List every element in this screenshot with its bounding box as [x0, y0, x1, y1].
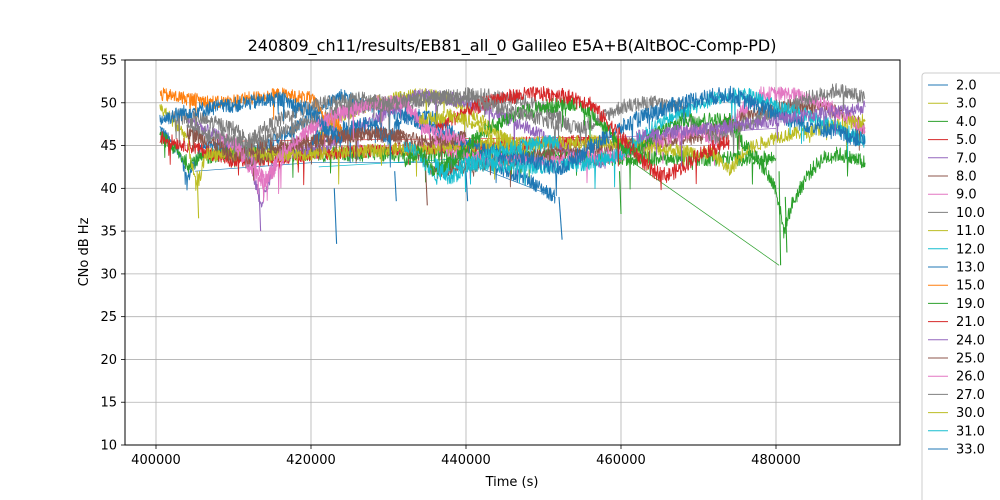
x-axis-ticks: 400000 420000 440000 460000 480000 [131, 445, 801, 468]
x-tick-label: 420000 [286, 453, 336, 468]
series-line-27.0 [171, 90, 560, 169]
x-tick-label: 440000 [441, 453, 491, 468]
legend-label: 9.0 [956, 188, 977, 203]
legend-box [921, 72, 1000, 500]
series-dropout [784, 196, 788, 253]
legend-items: 2.0 3.0 4.0 5.0 7.0 8.0 9.0 10.0 11.0 12.0 13.0 15.… [928, 79, 985, 458]
x-axis-label: Time (s) [485, 475, 539, 490]
legend-label: 8.0 [956, 170, 977, 185]
x-tick-label: 480000 [751, 453, 801, 468]
series-line-21.0 [434, 86, 730, 191]
series-line-19.0 [403, 96, 866, 239]
legend-label: 33.0 [956, 443, 985, 458]
series-dropout [558, 196, 563, 240]
series-dropout [394, 171, 397, 202]
series-line-31.0 [434, 135, 560, 193]
legend-label: 25.0 [956, 352, 985, 367]
y-tick-label: 10 [100, 439, 117, 454]
legend-label: 7.0 [956, 151, 977, 166]
series-connector [620, 153, 780, 266]
legend-label: 15.0 [956, 279, 985, 294]
series-line-30.0 [419, 108, 513, 159]
legend-label: 10.0 [956, 206, 985, 221]
legend-label: 30.0 [956, 406, 985, 421]
legend-label: 26.0 [956, 370, 985, 385]
plot-frame [124, 59, 901, 446]
series-line-24.0 [636, 100, 866, 167]
y-tick-label: 55 [100, 54, 117, 69]
y-tick-label: 25 [100, 310, 117, 325]
series-dropout [333, 188, 338, 244]
series-line-12.0 [403, 87, 866, 189]
series-dropout [778, 171, 782, 266]
series-line-10.0 [186, 83, 866, 165]
legend-label: 19.0 [956, 297, 985, 312]
series-dropout [618, 171, 622, 215]
y-tick-label: 50 [100, 96, 117, 111]
y-tick-label: 30 [100, 267, 117, 282]
legend-label: 27.0 [956, 388, 985, 403]
x-tick-label: 400000 [131, 453, 181, 468]
legend-label: 21.0 [956, 315, 985, 330]
x-tick-label: 460000 [596, 453, 646, 468]
series-dropout [258, 188, 262, 232]
legend-label: 3.0 [956, 97, 977, 112]
legend-label: 31.0 [956, 424, 985, 439]
series-line-33.0 [159, 91, 343, 148]
y-tick-label: 45 [100, 139, 117, 154]
legend-label: 24.0 [956, 333, 985, 348]
series-dropout [425, 171, 428, 206]
y-axis-label: CNo dB Hz [77, 217, 92, 286]
series-dropout [196, 171, 200, 219]
y-tick-label: 35 [100, 225, 117, 240]
plot-series [159, 83, 866, 266]
legend-label: 12.0 [956, 242, 985, 257]
legend-label: 11.0 [956, 224, 985, 239]
series-line-25.0 [186, 126, 467, 164]
legend-label: 13.0 [956, 261, 985, 276]
series-dropout [465, 171, 469, 202]
chart-title: 240809_ch11/results/EB81_all_0 Galileo E… [248, 36, 777, 56]
legend-label: 2.0 [956, 79, 977, 94]
series-line-13.0 [310, 85, 866, 197]
legend-label: 5.0 [956, 133, 977, 148]
legend: 2.0 3.0 4.0 5.0 7.0 8.0 9.0 10.0 11.0 12.0 13.0 15.… [921, 72, 1000, 500]
y-axis-ticks: 10 15 20 25 30 35 40 45 50 55 [100, 54, 125, 454]
series-line-26.0 [233, 94, 467, 203]
y-tick-label: 20 [100, 353, 117, 368]
legend-label: 4.0 [956, 115, 977, 130]
y-tick-label: 40 [100, 182, 117, 197]
y-tick-label: 15 [100, 396, 117, 411]
